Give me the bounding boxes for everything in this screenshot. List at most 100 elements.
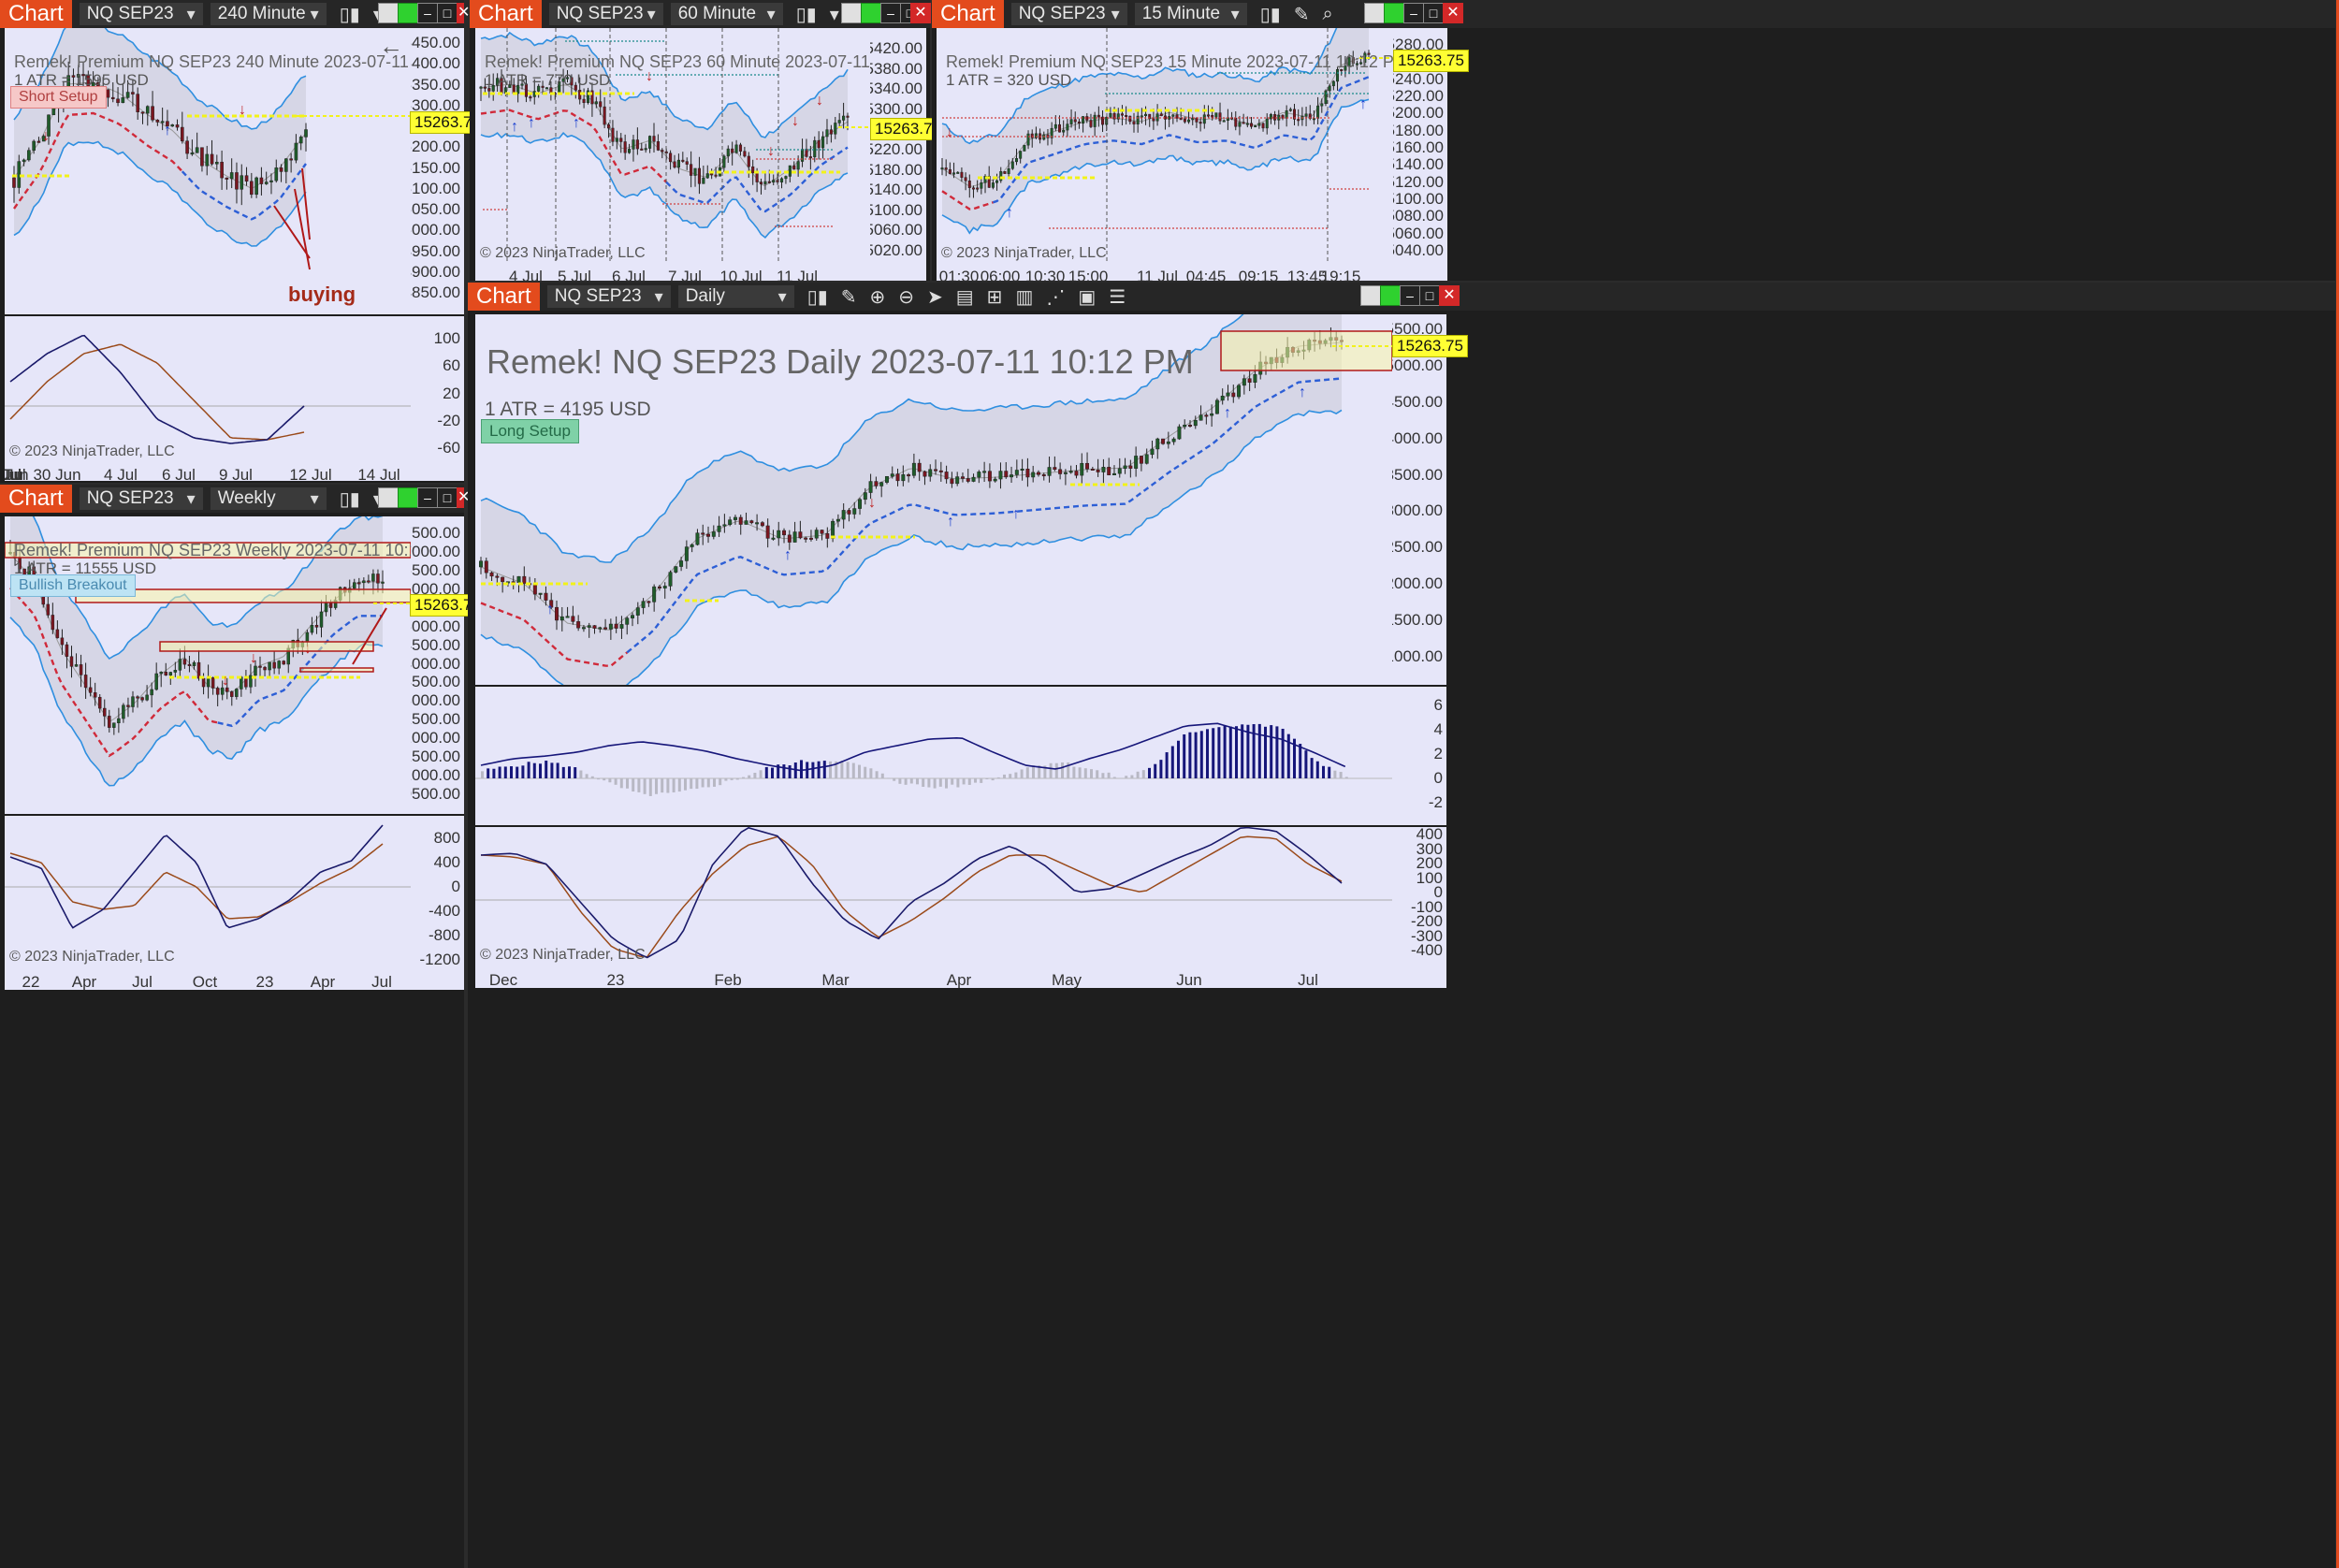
strategies-icon[interactable]: ⋰ [1046,286,1066,308]
tile-button[interactable] [1360,285,1381,306]
candle-body [479,86,483,89]
histogram-panel[interactable] [475,687,1392,825]
close-button[interactable]: ✕ [1439,285,1460,306]
chart-tab[interactable]: Chart [932,0,1004,28]
pointer-icon[interactable]: ➤ [927,286,943,308]
draw-tool-icon[interactable]: ✎ [1293,4,1310,25]
link-button[interactable] [398,487,418,508]
bar-type-icon[interactable]: ▯▮ [795,4,817,25]
tile-button[interactable] [378,3,399,23]
zoom-in-icon[interactable]: ⊕ [869,286,886,308]
minimize-button[interactable]: – [880,3,901,23]
chart-tab[interactable]: Chart [468,283,540,311]
minimize-button[interactable]: – [1403,3,1424,23]
candle-body [1023,144,1026,152]
time-axis[interactable]: Dec 23 Feb Mar Apr May Jun Jul [475,965,1446,988]
chevron-down-icon[interactable]: ▾ [829,4,839,25]
bar-type-icon[interactable]: ▯▮ [339,488,360,510]
instrument-select[interactable]: NQ SEP23 [546,285,671,308]
axis-tick-label: 12500.00 [1392,538,1443,557]
tile-button[interactable] [1364,3,1385,23]
instrument-select[interactable]: NQ SEP23 [79,3,203,25]
chart-tab[interactable]: Chart [0,0,72,28]
sell-signal-arrow: ↓ [646,68,653,84]
indicators-icon[interactable]: ▥ [1015,286,1034,308]
candle-body [41,136,46,142]
link-button[interactable] [861,3,881,23]
zoom-icon[interactable]: ⌕ [1322,3,1333,24]
minimize-button[interactable]: – [1400,285,1420,306]
maximize-button[interactable]: □ [437,487,458,508]
oscillator-panel[interactable]: © 2023 NinjaTrader, LLC [5,316,411,460]
candle-body [863,492,867,501]
price-panel[interactable]: ↑ ↑ ↑ ↑ ↑ ↑ ↓ Remek! NQ SEP23 Daily 2023-07-11… [475,314,1392,685]
interval-select[interactable]: 60 Minute [670,3,783,25]
zoom-out-icon[interactable]: ⊖ [898,286,914,308]
bar-type-icon[interactable]: ▯▮ [339,4,360,25]
price-panel[interactable]: ↑ ↑ ↓ Remek! Premium NQ SEP23 15 Minute 20… [937,28,1393,262]
maximize-button[interactable]: □ [1419,285,1440,306]
price-axis[interactable]: 17500.0017000.0016500.0016000.0015500.00… [411,516,464,814]
minimize-button[interactable]: – [417,3,438,23]
histogram-bar [851,762,855,778]
time-axis[interactable]: 01:30 06:00 10:30 15:00 11 Jul 04:45 09:15 13:4… [937,262,1447,281]
close-button[interactable]: ✕ [457,3,470,23]
oscillator-panel[interactable]: © 2023 NinjaTrader, LLC [5,816,411,967]
tile-button[interactable] [841,3,862,23]
time-axis[interactable]: 4 Jul 5 Jul 6 Jul 7 Jul 10 Jul 11 Jul [475,262,926,281]
interval-select[interactable]: 240 Minute [210,3,327,25]
histogram-bar [1101,773,1105,778]
price-panel[interactable]: ↑ ↓ ↓ Remek! Premium NQ SEP23 240 Minute 2… [5,28,411,314]
bar-type-icon[interactable]: ▯▮ [1259,4,1281,25]
candle-body [1063,472,1068,474]
instrument-select[interactable]: NQ SEP23 [548,3,663,25]
chart-tab[interactable]: Chart [470,0,542,28]
close-button[interactable]: ✕ [1443,3,1463,23]
minimize-button[interactable]: – [417,487,438,508]
price-axis[interactable]: 15420.0015380.0015340.0015300.0015260.00… [870,28,926,262]
draw-tool-icon[interactable]: ✎ [840,286,857,308]
histogram-bar [875,771,879,778]
candle-body [51,108,56,116]
interval-select[interactable]: Weekly [210,487,327,510]
price-axis[interactable]: 15450.0015400.0015350.0015300.0015250.00… [411,28,464,314]
properties-icon[interactable]: ☰ [1109,286,1126,308]
oscillator-panel[interactable]: © 2023 NinjaTrader, LLC [475,827,1392,965]
price-axis[interactable]: 15500.00 15000.00 14500.00 14000.00 13500.00… [1392,314,1446,685]
crosshair-icon[interactable]: ⊞ [986,286,1003,308]
price-panel[interactable]: ↑ ↑ ↑ ↓ ↓ ↓ ↓ Remek! Premium NQ SEP23 60 Minut… [475,28,870,262]
maximize-button[interactable]: □ [1423,3,1444,23]
candle-body [97,696,102,709]
candle-body [846,115,850,118]
axis-tick-label: 16000.00 [411,579,460,598]
chart-tab[interactable]: Chart [0,485,72,513]
back-arrow-icon[interactable]: ← [379,32,403,60]
data-box-icon[interactable]: ▤ [955,286,974,308]
maximize-button[interactable]: □ [437,3,458,23]
link-button[interactable] [398,3,418,23]
interval-select[interactable]: Daily [677,285,794,308]
candle-body [1171,438,1176,443]
histogram-bar [614,778,617,785]
price-panel[interactable]: ↓↓↓ Remek! Premium NQ SEP23 Weekly 2023-… [5,516,411,814]
time-axis[interactable]: 22 Apr Jul Oct 23 Apr Jul [5,967,464,990]
close-button[interactable]: ✕ [910,3,931,23]
bar-type-icon[interactable]: ▯▮ [806,286,828,308]
histogram-bar [1188,732,1192,778]
link-button[interactable] [1380,285,1401,306]
link-button[interactable] [1384,3,1404,23]
instrument-select[interactable]: NQ SEP23 [1010,3,1127,25]
lower-band [941,98,1370,235]
candle-body [825,533,830,539]
interval-select[interactable]: 15 Minute [1134,3,1247,25]
templates-icon[interactable]: ▣ [1078,286,1097,308]
instrument-select[interactable]: NQ SEP23 [79,487,203,510]
chevron-down-icon[interactable]: ▾ [373,487,383,511]
chevron-down-icon[interactable]: ▾ [373,3,383,26]
axis-tick-label: 15380.00 [870,59,923,78]
candle-body [46,603,51,616]
close-button[interactable]: ✕ [457,487,470,508]
tile-button[interactable] [378,487,399,508]
candle-body [103,707,107,717]
